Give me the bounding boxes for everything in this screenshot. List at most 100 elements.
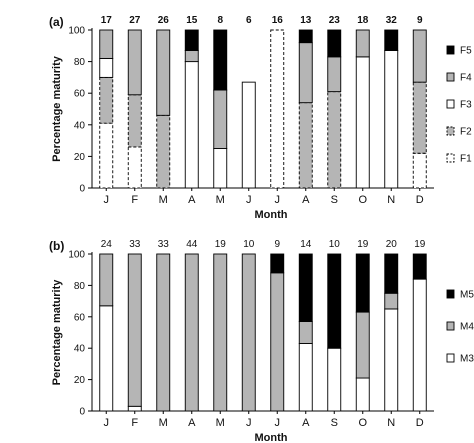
x-tick-label: M bbox=[216, 194, 225, 206]
x-tick-label: A bbox=[188, 417, 196, 429]
sample-count-label: 9 bbox=[417, 15, 423, 26]
legend-label-f2: F2 bbox=[460, 127, 472, 138]
x-tick-label: J bbox=[275, 417, 281, 429]
sample-count-label: 27 bbox=[129, 15, 141, 26]
bar-segment-f2 bbox=[327, 91, 342, 189]
bar-segment-m4 bbox=[384, 292, 399, 310]
bar-segment-f1 bbox=[412, 152, 427, 189]
bar-segment-f2 bbox=[412, 81, 427, 154]
legend-swatch-f5 bbox=[446, 45, 455, 55]
bar-segment-m5 bbox=[355, 253, 370, 313]
y-tick-label: 40 bbox=[74, 344, 86, 355]
legend-swatch-m5 bbox=[446, 289, 455, 299]
bar-segment-f4 bbox=[213, 89, 228, 149]
legend-swatch-m4 bbox=[446, 321, 455, 331]
sample-count-label: 19 bbox=[414, 239, 426, 250]
y-tick-label: 100 bbox=[68, 26, 85, 37]
x-tick-label: O bbox=[358, 194, 367, 206]
sample-count-label: 32 bbox=[386, 15, 398, 26]
legend-swatch-f2 bbox=[446, 126, 455, 136]
y-tick-label: 20 bbox=[74, 375, 86, 386]
bar-segment-m3 bbox=[355, 377, 370, 412]
x-tick-label: M bbox=[159, 417, 168, 429]
sample-count-label: 23 bbox=[329, 15, 341, 26]
panel-label: (b) bbox=[49, 239, 64, 253]
sample-count-label: 44 bbox=[186, 239, 198, 250]
x-tick-label: S bbox=[331, 194, 338, 206]
bar-segment-m4 bbox=[355, 311, 370, 379]
bar-segment-f4 bbox=[184, 50, 199, 63]
sample-count-label: 18 bbox=[357, 15, 369, 26]
x-tick-label: J bbox=[246, 417, 252, 429]
sample-count-label: 9 bbox=[274, 239, 280, 250]
bar-segment-m3 bbox=[298, 343, 313, 412]
sample-count-label: 13 bbox=[300, 15, 312, 26]
sample-count-label: 33 bbox=[158, 239, 170, 250]
sample-count-label: 26 bbox=[158, 15, 170, 26]
bar-segment-f4 bbox=[355, 29, 370, 58]
sample-count-label: 33 bbox=[129, 239, 141, 250]
sample-count-label: 10 bbox=[243, 239, 255, 250]
legend-label-m5: M5 bbox=[460, 290, 474, 301]
x-tick-label: N bbox=[387, 417, 395, 429]
x-axis-title: Month bbox=[255, 209, 288, 221]
x-tick-label: F bbox=[131, 417, 138, 429]
bar-segment-f1 bbox=[127, 146, 142, 189]
legend-label-f5: F5 bbox=[460, 46, 472, 57]
bar-segment-f4 bbox=[298, 42, 313, 104]
bar-segment-m4 bbox=[298, 321, 313, 344]
sample-count-label: 14 bbox=[300, 239, 312, 250]
legend-label-f4: F4 bbox=[460, 73, 472, 84]
bar-segment-m5 bbox=[327, 253, 342, 349]
bar-segment-m5 bbox=[384, 253, 399, 294]
legend-label-f1: F1 bbox=[460, 154, 472, 165]
x-tick-label: J bbox=[104, 417, 110, 429]
bar-segment-m4 bbox=[270, 272, 285, 412]
bar-segment-m5 bbox=[270, 253, 285, 274]
bar-segment-f3 bbox=[384, 50, 399, 189]
y-tick-label: 60 bbox=[74, 312, 86, 323]
sample-count-label: 20 bbox=[386, 239, 398, 250]
bar-segment-f5 bbox=[298, 29, 313, 44]
bar-segment-f5 bbox=[184, 29, 199, 51]
y-axis-title: Percentage maturity bbox=[51, 279, 63, 386]
bar-segment-f3 bbox=[355, 56, 370, 189]
legend-swatch-m3 bbox=[446, 353, 455, 363]
x-tick-label: D bbox=[416, 417, 424, 429]
bar-segment-f2 bbox=[298, 102, 313, 189]
bar-segment-f2 bbox=[127, 94, 142, 148]
y-tick-label: 0 bbox=[79, 184, 85, 195]
bar-segment-m3 bbox=[412, 278, 427, 412]
sample-count-label: 6 bbox=[246, 15, 252, 26]
sample-count-label: 24 bbox=[101, 239, 113, 250]
y-tick-label: 80 bbox=[74, 281, 86, 292]
x-tick-label: A bbox=[302, 417, 310, 429]
sample-count-label: 15 bbox=[186, 15, 198, 26]
x-tick-label: J bbox=[104, 194, 110, 206]
bar-segment-f4 bbox=[412, 29, 427, 83]
sample-count-label: 19 bbox=[357, 239, 369, 250]
x-tick-label: M bbox=[159, 194, 168, 206]
bar-segment-m5 bbox=[412, 253, 427, 280]
bar-segment-f4 bbox=[156, 29, 171, 116]
x-tick-label: N bbox=[387, 194, 395, 206]
bar-segment-m4 bbox=[127, 253, 142, 407]
x-tick-label: J bbox=[246, 194, 252, 206]
bar-segment-m3 bbox=[99, 305, 114, 412]
legend-label-f3: F3 bbox=[460, 100, 472, 111]
bar-segment-f4 bbox=[327, 56, 342, 93]
y-tick-label: 0 bbox=[79, 407, 85, 418]
bar-segment-m4 bbox=[184, 253, 199, 412]
bar-segment-f2 bbox=[99, 76, 114, 124]
legend-label-m3: M3 bbox=[460, 354, 474, 365]
bar-segment-f5 bbox=[384, 29, 399, 51]
legend-label-m4: M4 bbox=[460, 322, 474, 333]
x-tick-label: A bbox=[302, 194, 310, 206]
bar-segment-f5 bbox=[213, 29, 228, 91]
bar-segment-m4 bbox=[156, 253, 171, 412]
y-tick-label: 60 bbox=[74, 89, 86, 100]
x-tick-label: D bbox=[416, 194, 424, 206]
x-tick-label: O bbox=[358, 417, 367, 429]
